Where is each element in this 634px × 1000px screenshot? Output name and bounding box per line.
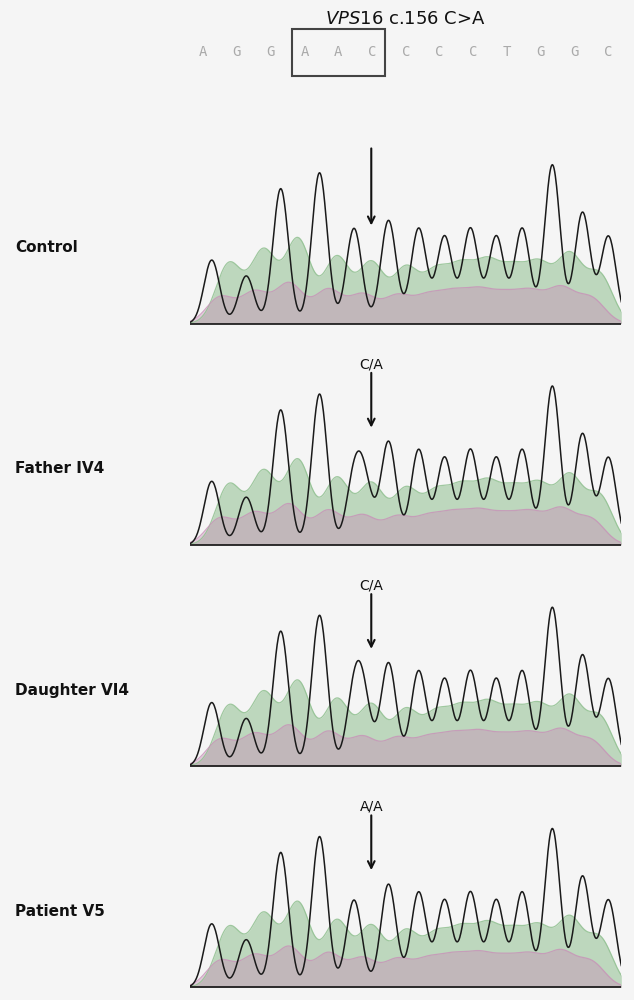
- Text: Father IV4: Father IV4: [15, 461, 105, 476]
- Text: C: C: [469, 45, 477, 60]
- Text: C/A: C/A: [359, 579, 383, 593]
- Text: T: T: [503, 45, 511, 60]
- Text: A: A: [334, 45, 342, 60]
- Text: A: A: [301, 45, 309, 60]
- Text: G: G: [266, 45, 275, 60]
- Text: G: G: [571, 45, 579, 60]
- Text: C: C: [604, 45, 612, 60]
- Text: A/A: A/A: [359, 800, 383, 814]
- Bar: [292, 29, 385, 76]
- Text: Control: Control: [15, 240, 78, 255]
- Text: C: C: [401, 45, 410, 60]
- Text: C: C: [368, 45, 376, 60]
- Text: G: G: [536, 45, 545, 60]
- Text: C/A: C/A: [359, 357, 383, 371]
- Text: A: A: [199, 45, 207, 60]
- Text: Daughter VI4: Daughter VI4: [15, 683, 129, 698]
- Text: G: G: [233, 45, 241, 60]
- Text: C: C: [436, 45, 444, 60]
- Text: $\mathit{VPS16}$ c.156 C>A: $\mathit{VPS16}$ c.156 C>A: [325, 10, 486, 28]
- Text: Patient V5: Patient V5: [15, 904, 105, 919]
